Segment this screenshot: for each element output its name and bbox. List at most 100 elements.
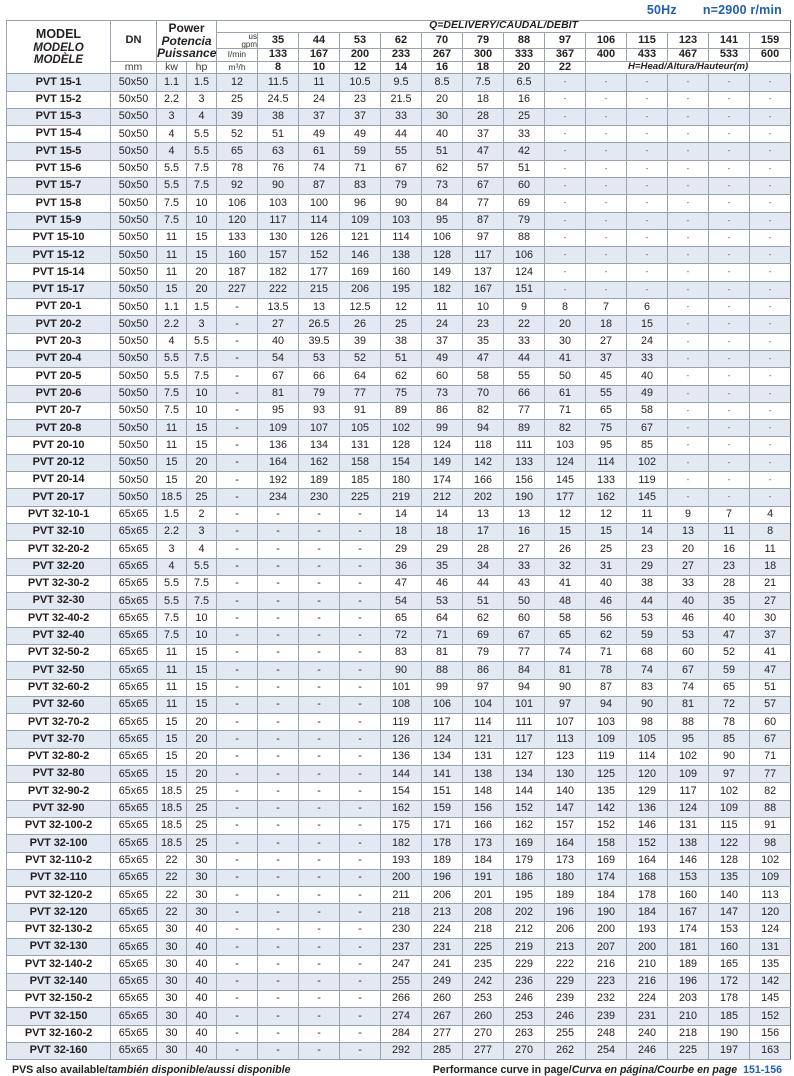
row-head-5: 171 <box>421 816 463 836</box>
row-head-7: 270 <box>503 1041 545 1061</box>
row-head-7: 127 <box>503 747 545 767</box>
row-head-12: 85 <box>708 730 750 749</box>
row-head-8: - <box>544 176 586 196</box>
flow-m3h-7: 22 <box>544 60 586 75</box>
row-head-4: 128 <box>380 436 422 455</box>
table-row: PVT 20-3 50x50 4 5.5-40 39.5 39 38 37 35 33 30 27 24… <box>6 332 792 351</box>
row-power-kw: 5.5 <box>156 574 187 594</box>
row-head-8: 8 <box>544 298 586 317</box>
row-head-10: 40 <box>626 367 668 386</box>
row-head-7: 44 <box>503 349 545 369</box>
row-model: PVT 32-130 <box>6 938 111 957</box>
row-head-11: 109 <box>667 765 709 784</box>
row-head-2: - <box>298 609 340 628</box>
row-head-4: 180 <box>380 471 422 490</box>
row-model: PVT 32-160-2 <box>6 1024 111 1043</box>
table-row: PVT 20-17 50x50 18.5 25-234 230 225 219 212 202 1… <box>6 488 792 507</box>
footer-right-italic: Curva en página/Courbe en page <box>571 1064 738 1076</box>
row-head-13: - <box>748 228 792 248</box>
row-head-9: 169 <box>585 851 627 870</box>
row-head-3: - <box>339 557 381 576</box>
table-row: PVT 32-10 65x65 2.2 3- - - -18 18 17 16 15 15 14 13 11… <box>6 522 792 542</box>
row-power-hp: 15 <box>186 436 217 455</box>
row-head-1: 182 <box>257 263 299 282</box>
row-head-10: - <box>626 194 668 213</box>
row-head-8: 74 <box>544 643 586 663</box>
row-head-4: 12 <box>380 298 422 317</box>
row-head-8: 50 <box>544 367 586 386</box>
row-head-7: 6.5 <box>503 73 545 92</box>
row-head-4: 62 <box>380 367 422 386</box>
row-head-9: 40 <box>585 574 627 594</box>
row-head-5: 24 <box>421 315 463 334</box>
row-head-6: 34 <box>462 557 504 576</box>
row-head-6: 260 <box>462 1007 504 1026</box>
row-head-7: 42 <box>503 142 545 161</box>
table-row: PVT 32-130-2 65x65 30 40- - - -230 224 218 212 206… <box>6 920 792 940</box>
row-head-0: - <box>216 505 258 524</box>
row-head-0: - <box>216 661 258 680</box>
row-dn: 65x65 <box>110 574 157 594</box>
row-model: PVT 32-30-2 <box>6 574 111 594</box>
row-head-12: - <box>708 453 750 473</box>
row-head-2: - <box>298 1024 340 1043</box>
row-power-kw: 4 <box>156 142 187 161</box>
row-head-1: - <box>257 886 299 905</box>
row-power-kw: 5.5 <box>156 349 187 369</box>
row-power-kw: 1.5 <box>156 505 187 524</box>
row-head-12: - <box>708 125 750 144</box>
row-head-11: - <box>667 142 709 161</box>
row-head-7: 263 <box>503 1024 545 1043</box>
row-head-11: 46 <box>667 609 709 628</box>
row-model: PVT 20-7 <box>6 401 111 421</box>
row-head-1: - <box>257 1024 299 1043</box>
row-head-10: 68 <box>626 643 668 663</box>
row-head-10: 6 <box>626 298 668 317</box>
row-head-8: 20 <box>544 315 586 334</box>
row-head-3: 37 <box>339 107 381 127</box>
row-head-1: - <box>257 972 299 991</box>
table-row: PVT 15-17 50x50 15 20 227 222 215 206 195 182 167 1… <box>6 280 792 300</box>
row-power-kw: 15 <box>156 747 187 767</box>
row-head-2: - <box>298 574 340 594</box>
row-head-6: 218 <box>462 920 504 940</box>
table-row: PVT 32-90 65x65 18.5 25- - - -162 159 156 152 147 1… <box>6 799 792 818</box>
row-head-9: 200 <box>585 920 627 940</box>
row-head-12: 153 <box>708 920 750 940</box>
row-head-10: - <box>626 246 668 265</box>
row-head-7: 60 <box>503 609 545 628</box>
flow-usgpm-8: 106 <box>585 31 627 50</box>
row-head-6: 47 <box>462 142 504 161</box>
row-head-12: 72 <box>708 695 750 715</box>
row-head-2: 177 <box>298 263 340 282</box>
row-head-13: 4 <box>748 505 792 524</box>
row-head-7: 236 <box>503 972 545 991</box>
row-head-12: - <box>708 332 750 351</box>
row-head-13: 113 <box>748 886 792 905</box>
row-dn: 65x65 <box>110 747 157 767</box>
flow-lmin-3: 233 <box>380 48 422 62</box>
row-head-6: 51 <box>462 592 504 611</box>
header-power: Power Potencia Puissance <box>156 20 217 62</box>
row-head-2: 66 <box>298 367 340 386</box>
row-head-10: 193 <box>626 920 668 940</box>
row-head-13: - <box>748 349 792 369</box>
row-head-1: - <box>257 678 299 697</box>
flow-usgpm-10: 123 <box>667 31 709 50</box>
table-row: PVT 20-12 50x50 15 20-164 162 158 154 149 142 133… <box>6 453 792 473</box>
row-head-13: 88 <box>748 799 792 818</box>
row-head-2: - <box>298 816 340 836</box>
row-head-12: 97 <box>708 765 750 784</box>
row-dn: 50x50 <box>110 73 157 92</box>
row-head-3: 206 <box>339 280 381 300</box>
row-head-2: 93 <box>298 401 340 421</box>
row-model: PVT 20-3 <box>6 332 111 351</box>
row-head-7: 144 <box>503 782 545 801</box>
row-head-9: - <box>585 125 627 144</box>
row-head-9: 65 <box>585 401 627 421</box>
row-dn: 50x50 <box>110 90 157 109</box>
row-head-6: 117 <box>462 246 504 265</box>
row-head-8: 130 <box>544 765 586 784</box>
row-head-0: 227 <box>216 280 258 300</box>
row-power-kw: 30 <box>156 1007 187 1026</box>
